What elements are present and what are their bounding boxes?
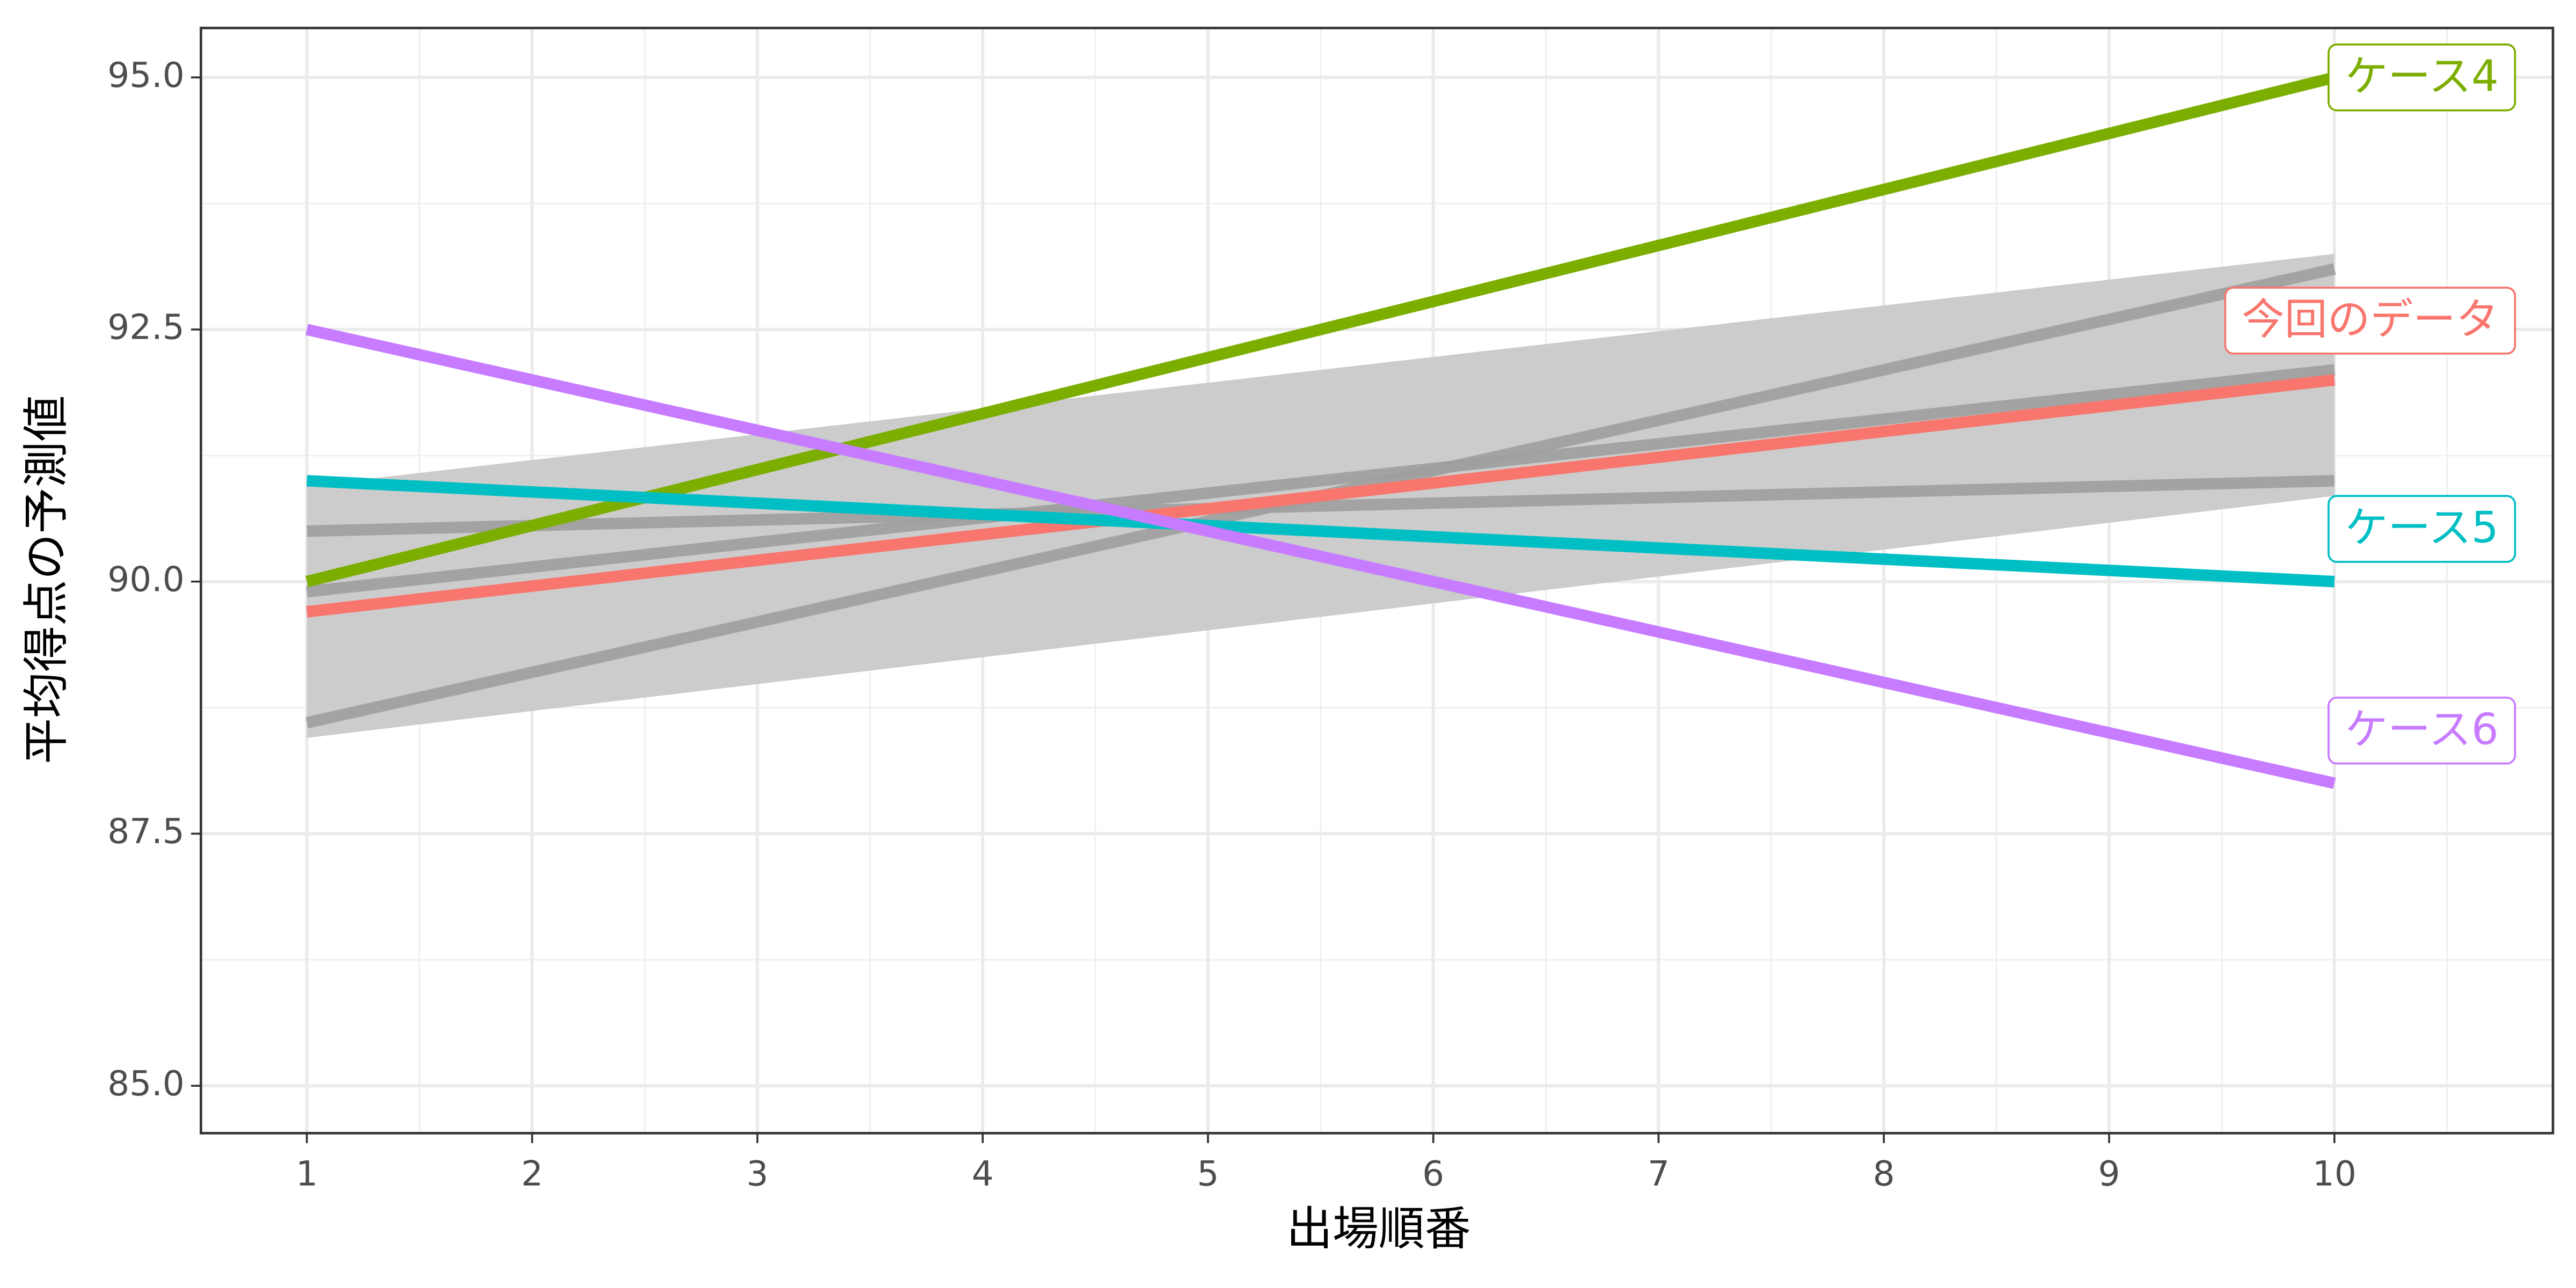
x-axis-title: 出場順番 xyxy=(1286,1202,1471,1256)
series-label: ケース4 xyxy=(2328,43,2516,112)
series-label-box xyxy=(2328,43,2516,112)
series-line xyxy=(306,475,2335,537)
y-tick-label: 85.0 xyxy=(107,1064,184,1104)
x-tick-label: 10 xyxy=(2312,1154,2357,1194)
series-line xyxy=(306,364,2335,598)
y-tick-label: 92.5 xyxy=(107,308,184,348)
series-label-text: ケース4 xyxy=(2345,51,2499,101)
x-tick-label: 8 xyxy=(1873,1154,1895,1194)
x-tick-label: 2 xyxy=(521,1154,543,1194)
y-axis-title: 平均得点の予測値 xyxy=(19,396,73,764)
x-tick-label: 4 xyxy=(972,1154,994,1194)
x-tick-label: 1 xyxy=(296,1154,318,1194)
series-label-text: 今回のデータ xyxy=(2242,294,2499,344)
series-label: ケース6 xyxy=(2328,697,2516,765)
series-label: 今回のデータ xyxy=(2224,287,2516,355)
series-line xyxy=(306,374,2336,618)
series-label-box xyxy=(2224,287,2516,355)
series-label-box xyxy=(2328,697,2516,765)
x-tick-label: 6 xyxy=(1422,1154,1444,1194)
series-label-text: ケース6 xyxy=(2345,704,2499,754)
series-label: ケース5 xyxy=(2328,495,2516,563)
y-tick-label: 90.0 xyxy=(107,559,184,599)
series-line xyxy=(306,475,2335,588)
y-tick-label: 95.0 xyxy=(107,55,184,96)
x-tick-label: 9 xyxy=(2098,1154,2120,1194)
x-tick-label: 7 xyxy=(1648,1154,1670,1194)
series-line xyxy=(305,324,2336,789)
plot-border xyxy=(200,26,2555,1135)
series-label-box xyxy=(2328,495,2516,563)
y-tick-label: 87.5 xyxy=(107,811,184,852)
series-label-text: ケース5 xyxy=(2345,503,2499,553)
x-tick-label: 5 xyxy=(1197,1154,1219,1194)
x-tick-label: 3 xyxy=(747,1154,769,1194)
